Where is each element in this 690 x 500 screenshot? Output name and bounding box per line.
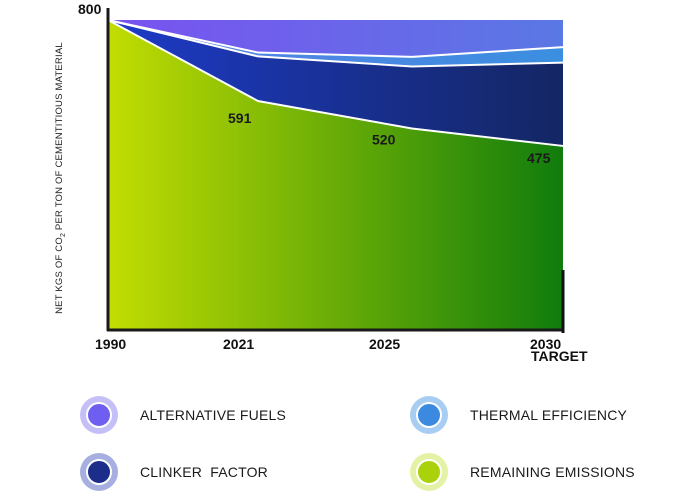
- legend-item-thermal-efficiency: THERMAL EFFICIENCY: [410, 396, 627, 434]
- band-separator-line: [107, 19, 564, 68]
- legend-label: THERMAL EFFICIENCY: [470, 407, 628, 423]
- thermal-efficiency-swatch: [410, 396, 448, 434]
- x-tick-label-2021: 2021: [223, 336, 254, 352]
- x-tick-label-2025: 2025: [369, 336, 400, 352]
- remaining-emissions-swatch: [410, 453, 448, 491]
- x-tick-label-1990: 1990: [95, 336, 126, 352]
- clinker-factor-area: [108, 20, 563, 146]
- legend-item-alternative-fuels: ALTERNATIVE FUELS: [80, 396, 286, 434]
- start-value-label: 800: [78, 1, 102, 17]
- alternative-fuels-area: [108, 20, 563, 57]
- y-axis-title: NET KGS OF CO2 PER TON OF CEMENTITIOUS M…: [54, 42, 67, 314]
- x-tick-label-2030: 2030: [530, 336, 561, 352]
- band-separator-line: [107, 19, 564, 147]
- data-label-475: 475: [527, 150, 551, 166]
- alternative-fuels-swatch: [80, 396, 118, 434]
- band-separator-line: [107, 19, 564, 58]
- legend-item-clinker-factor: CLINKER FACTOR: [80, 453, 268, 491]
- remaining-emissions-area: [108, 20, 563, 330]
- x-tick-sublabel-target: TARGET: [531, 348, 588, 364]
- legend-label: ALTERNATIVE FUELS: [140, 407, 287, 423]
- legend-label: REMAINING EMISSIONS: [470, 464, 635, 480]
- legend-item-remaining-emissions: REMAINING EMISSIONS: [410, 453, 635, 491]
- data-label-520: 520: [372, 132, 396, 148]
- clinker-factor-swatch: [80, 453, 118, 491]
- data-label-591: 591: [228, 110, 252, 126]
- legend-label: CLINKER FACTOR: [140, 464, 268, 480]
